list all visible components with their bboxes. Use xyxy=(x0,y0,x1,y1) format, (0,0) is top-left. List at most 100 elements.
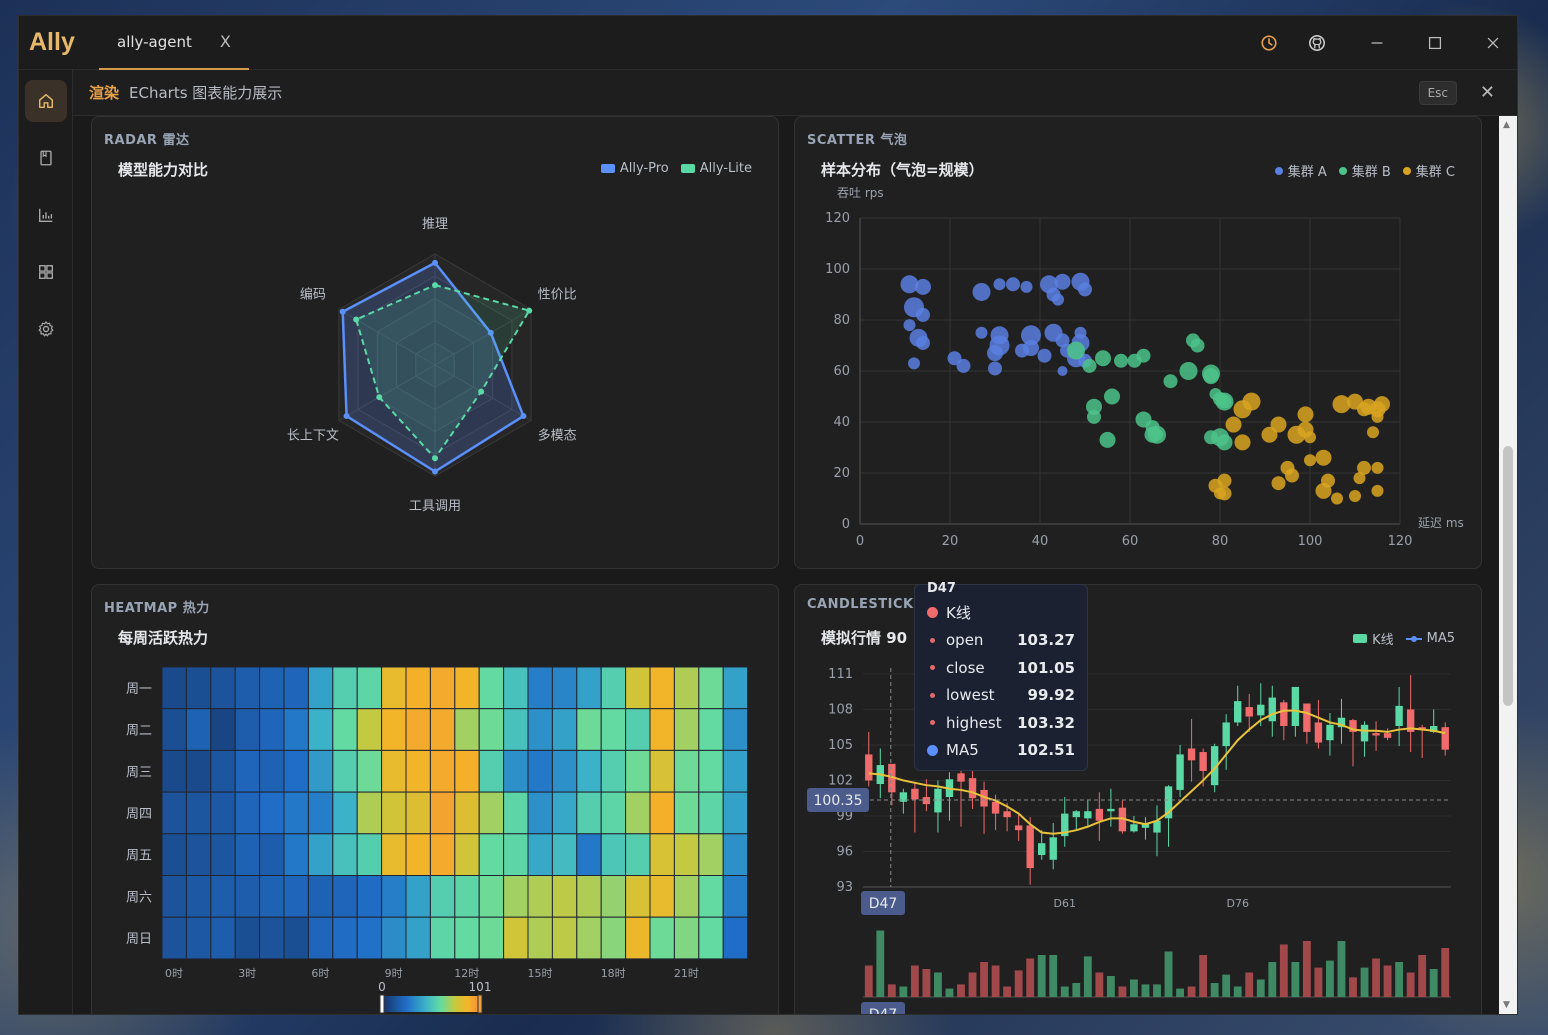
heatmap-cell xyxy=(356,833,383,877)
legend-cluster-b[interactable]: 集群 B xyxy=(1338,161,1391,180)
heatmap-cell xyxy=(503,791,529,835)
radar-axis-line xyxy=(434,309,532,366)
legend-kline[interactable]: K线 xyxy=(1353,629,1394,648)
tooltip-row-open: open 103.27 xyxy=(927,627,1075,655)
sidebar-item-settings[interactable] xyxy=(25,308,67,350)
sidebar-item-apps[interactable] xyxy=(25,251,67,293)
scatter-bubble xyxy=(1078,282,1092,297)
scatter-bubble xyxy=(1099,431,1116,448)
tab-close-icon[interactable]: X xyxy=(219,32,231,51)
heatmap-cell xyxy=(722,875,749,918)
scatter-ylabel: 吞吐 rps xyxy=(837,186,884,200)
heatmap-cell xyxy=(478,916,505,960)
heatmap-cell xyxy=(551,833,578,877)
candle-body xyxy=(1245,707,1253,717)
heatmap-cell xyxy=(649,749,675,793)
scroll-up-icon[interactable]: ▲ xyxy=(1503,120,1510,130)
scatter-kicker: SCATTER 气泡 xyxy=(807,133,908,148)
legend-label: 集群 A xyxy=(1287,165,1327,180)
sidebar-item-docs[interactable] xyxy=(25,137,67,179)
scatter-bubble xyxy=(1332,395,1351,414)
tooltip-label: highest xyxy=(946,713,1002,732)
candle-body xyxy=(1038,843,1046,856)
candle-body xyxy=(1372,733,1380,736)
candle-body xyxy=(991,801,1000,814)
esc-button[interactable]: Esc xyxy=(1418,81,1457,105)
heatmap-cell xyxy=(381,875,407,918)
candle-body xyxy=(1291,686,1300,727)
scatter-bubble xyxy=(1271,476,1286,491)
heatmap-cell xyxy=(234,749,261,793)
volume-bar xyxy=(1095,972,1104,997)
maximize-button[interactable] xyxy=(1411,16,1459,70)
heatmap-xtick-label: 21时 xyxy=(674,967,699,980)
app-window: Ally ally-agent X xyxy=(18,15,1518,1015)
legend-cluster-c[interactable]: 集群 C xyxy=(1402,161,1455,180)
scatter-bubble xyxy=(1280,460,1295,475)
scatter-ytick-label: 20 xyxy=(833,466,850,481)
scatter-bubble xyxy=(993,278,1006,291)
scatter-bubble xyxy=(1151,428,1163,441)
heatmap-cell xyxy=(673,833,700,877)
volume-bar xyxy=(1049,955,1058,997)
heatmap-cell xyxy=(405,916,431,960)
volume-bar xyxy=(1164,951,1173,997)
heatmap-cell xyxy=(625,875,651,918)
volume-x-badge xyxy=(861,1002,905,1014)
tooltip-value: 101.05 xyxy=(1017,658,1075,677)
gear-icon xyxy=(38,321,54,337)
heatmap-cell xyxy=(600,916,627,960)
scroll-down-icon[interactable]: ▼ xyxy=(1503,1000,1510,1010)
heatmap-cell xyxy=(234,666,261,710)
heatmap-cell xyxy=(307,916,334,960)
tooltip-row-MA5: MA5 102.51 xyxy=(927,737,1075,765)
legend-ally-lite[interactable]: Ally-Lite xyxy=(680,161,752,176)
heatmap-cell xyxy=(429,791,456,835)
scatter-bubble xyxy=(1374,396,1390,413)
scatter-bubble xyxy=(1179,362,1198,380)
history-button[interactable] xyxy=(1245,16,1293,70)
close-panel-icon[interactable]: ✕ xyxy=(1479,82,1495,103)
volume-bar xyxy=(1441,948,1450,997)
heatmap-cell xyxy=(454,916,480,960)
crosshair-price-badge xyxy=(807,787,869,812)
heatmap-cell xyxy=(381,833,407,877)
candlestick-panel: CANDLESTICK 模拟行情 90 K线 MA5 93 96 99 102 105 1… xyxy=(794,584,1482,1014)
scroll-thumb[interactable] xyxy=(1503,446,1513,706)
volume-bar xyxy=(1406,972,1415,997)
heatmap-panel: HEATMAP 热力 每周活跃热力 周一 周二 周三 周四 周五 周六 周日 0时 3时 6时 9时… xyxy=(91,584,779,1014)
legend-ally-pro[interactable]: Ally-Pro xyxy=(600,161,669,176)
sidebar-item-charts[interactable] xyxy=(25,194,67,236)
heatmap-cell xyxy=(210,833,236,877)
heatmap-kicker: HEATMAP 热力 xyxy=(104,601,210,616)
volume-bar xyxy=(1349,977,1357,997)
volume-bar xyxy=(887,984,896,997)
heatmap-cell xyxy=(307,833,334,877)
content-scrollbar[interactable]: ▲ ▼ xyxy=(1499,116,1517,1014)
bar-chart-icon xyxy=(39,208,53,222)
candle-body xyxy=(1234,701,1242,723)
tooltip-marker xyxy=(930,692,935,698)
candle-ytick-label: 99 xyxy=(836,809,853,824)
github-button[interactable] xyxy=(1293,16,1341,70)
visual-map-handle-min xyxy=(379,994,385,1014)
volume-bar xyxy=(1291,962,1300,997)
volume-bar xyxy=(945,988,954,997)
heatmap-cell xyxy=(551,916,578,960)
close-window-button[interactable] xyxy=(1469,16,1517,70)
heatmap-cell xyxy=(332,791,358,835)
candle-body xyxy=(1199,752,1207,771)
heatmap-cell xyxy=(625,666,651,710)
minimize-button[interactable] xyxy=(1353,16,1401,70)
heatmap-cell xyxy=(429,833,456,877)
heatmap-cell xyxy=(649,916,675,960)
candle-body xyxy=(1210,746,1219,786)
heatmap-cell xyxy=(673,875,700,918)
volume-bar xyxy=(1279,944,1288,997)
tab-ally-agent[interactable]: ally-agent X xyxy=(99,16,249,70)
legend-ma5[interactable]: MA5 xyxy=(1405,629,1455,648)
scatter-xtick-label: 40 xyxy=(1032,534,1049,549)
sidebar-item-home[interactable] xyxy=(25,80,67,122)
heatmap-cell xyxy=(576,749,602,793)
legend-cluster-a[interactable]: 集群 A xyxy=(1274,161,1327,180)
